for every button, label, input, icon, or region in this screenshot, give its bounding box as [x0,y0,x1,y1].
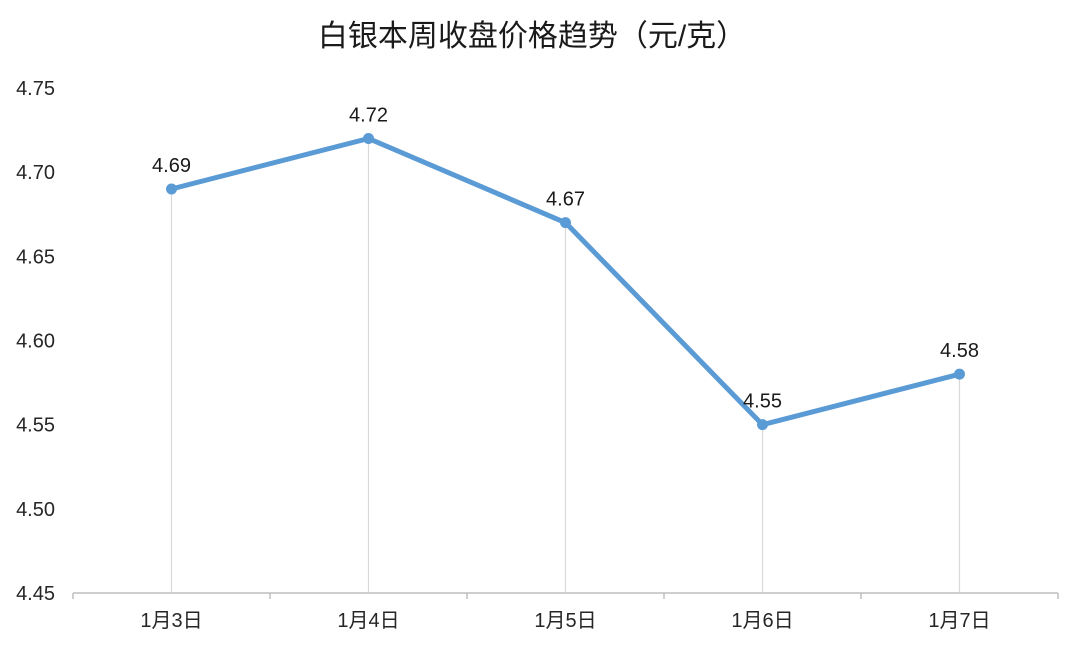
y-tick-label: 4.65 [16,246,55,268]
x-tick-label: 1月7日 [928,610,990,632]
data-point [363,133,374,144]
data-label: 4.69 [152,155,191,177]
x-tick-label: 1月6日 [731,610,793,632]
y-tick-label: 4.55 [16,415,55,437]
x-tick-label: 1月5日 [534,610,596,632]
y-tick-label: 4.70 [16,162,55,184]
data-point [757,419,768,431]
data-point [560,217,571,229]
data-label: 4.55 [743,391,782,413]
y-tick-label: 4.60 [16,331,55,353]
data-point [166,183,177,195]
plot-area: 4.75 4.70 4.65 4.60 4.55 4.50 4.45 1月3日 1月4日 1月5日… [16,78,1059,632]
chart-title: 白银本周收盘价格趋势（元/克） [318,20,746,53]
y-tick-label: 4.45 [16,583,55,605]
data-label: 4.67 [546,189,585,211]
x-tick-label: 1月4日 [337,610,399,632]
x-tick-label: 1月3日 [140,610,202,632]
y-tick-label: 4.75 [16,78,55,100]
y-tick-label: 4.50 [16,499,55,521]
data-point [954,368,965,380]
data-label: 4.58 [940,340,979,362]
data-label: 4.72 [349,105,388,127]
